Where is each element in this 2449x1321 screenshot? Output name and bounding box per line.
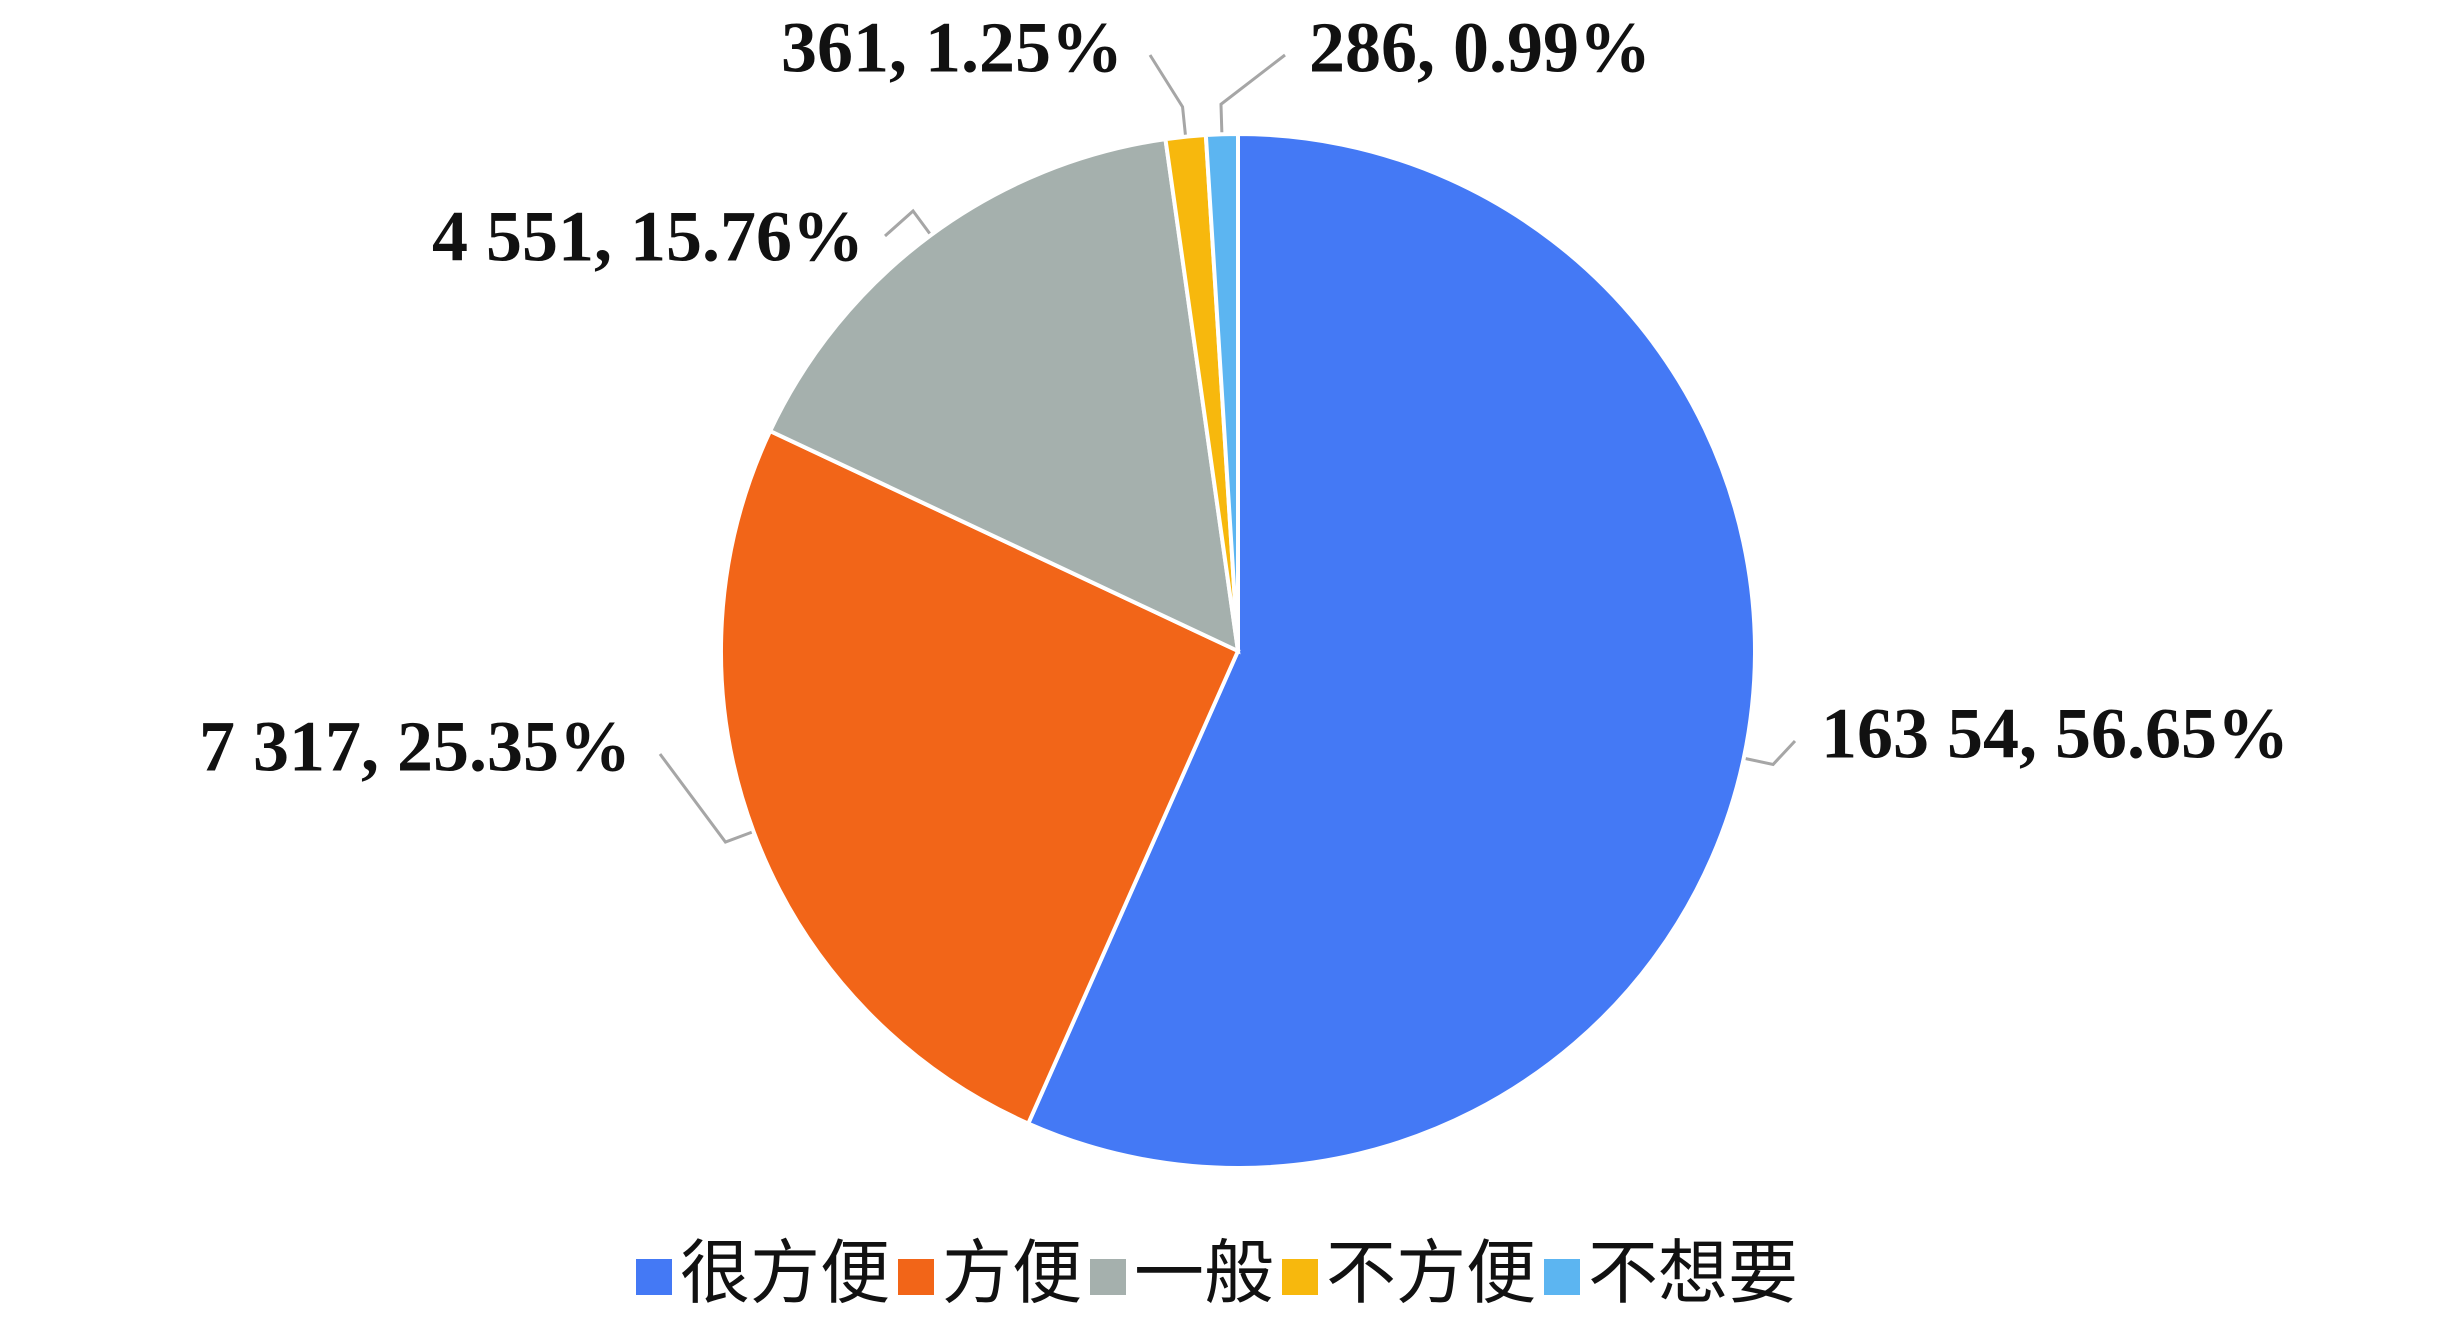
leader-line xyxy=(884,208,931,238)
legend-swatch xyxy=(898,1259,934,1295)
data-label: 4 551, 15.76% xyxy=(432,197,864,277)
legend-label: 不想要 xyxy=(1588,1236,1798,1313)
data-label: 163 54, 56.65% xyxy=(1821,694,2289,774)
legend-swatch xyxy=(1090,1259,1126,1295)
legend-label: 一般 xyxy=(1134,1236,1274,1313)
data-label: 286, 0.99% xyxy=(1309,8,1651,88)
leader-line xyxy=(1148,54,1187,135)
pie-slice xyxy=(767,136,1241,655)
data-label: 7 317, 25.35% xyxy=(199,707,631,787)
leader-line xyxy=(1219,53,1286,133)
legend-label: 不方便 xyxy=(1326,1236,1536,1313)
pie-slice xyxy=(1025,131,1757,1170)
data-label: 361, 1.25% xyxy=(781,8,1123,88)
legend-swatch xyxy=(1544,1259,1580,1295)
pie-slice xyxy=(1203,131,1240,652)
pie-slice xyxy=(719,428,1241,1127)
legend-swatch xyxy=(1282,1259,1318,1295)
legend-swatch xyxy=(636,1259,672,1295)
legend-label: 方便 xyxy=(942,1236,1082,1313)
legend-label: 很方便 xyxy=(680,1236,890,1313)
leader-line xyxy=(658,753,753,844)
leader-line xyxy=(1745,739,1797,767)
